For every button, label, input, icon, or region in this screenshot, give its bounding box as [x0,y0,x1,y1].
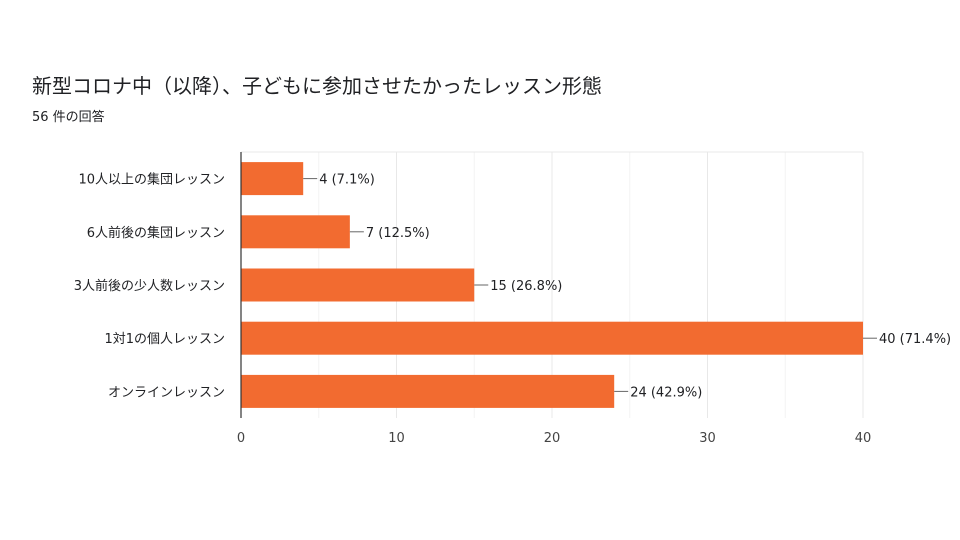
chart-title: 新型コロナ中（以降）、子どもに参加させたかったレッスン形態 [32,74,602,98]
data-label: 7 (12.5%) [366,226,430,241]
x-tick-label: 20 [544,431,561,446]
category-label: 6人前後の集団レッスン [87,225,225,241]
bar-1 [241,162,304,196]
bar-5 [241,374,615,408]
data-label: 24 (42.9%) [630,385,702,400]
category-label: 10人以上の集団レッスン [78,172,225,188]
x-tick-label: 40 [855,431,872,446]
data-label: 4 (7.1%) [319,173,375,188]
x-tick-label: 30 [699,431,716,446]
category-label: 1対1の個人レッスン [104,332,225,347]
bar-2 [241,215,350,249]
data-label: 15 (26.8%) [490,279,562,294]
category-label: オンラインレッスン [108,385,225,400]
bar-4 [241,321,863,355]
data-label: 40 (71.4%) [879,332,951,347]
bar-3 [241,268,475,302]
x-tick-label: 0 [237,431,245,446]
category-label: 3人前後の少人数レッスン [74,278,225,294]
x-tick-label: 10 [388,431,405,446]
response-count: 56 件の回答 [32,110,105,125]
